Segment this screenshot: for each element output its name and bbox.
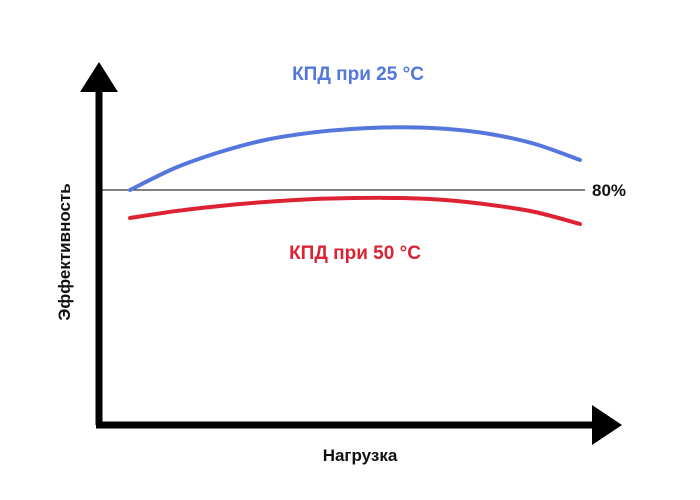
reference-line-label: 80% <box>592 181 626 200</box>
series-line-0 <box>128 125 582 192</box>
chart-axes <box>80 62 622 445</box>
x-axis-label: Нагрузка <box>323 446 398 465</box>
y-axis-label: Эффективность <box>55 183 74 320</box>
series-line-1 <box>128 195 582 226</box>
series-label-25c: КПД при 25 °C <box>292 64 424 85</box>
x-axis-arrowhead <box>592 405 622 445</box>
y-axis-arrowhead <box>80 62 118 92</box>
series-label-50c: КПД при 50 °C <box>289 243 421 264</box>
